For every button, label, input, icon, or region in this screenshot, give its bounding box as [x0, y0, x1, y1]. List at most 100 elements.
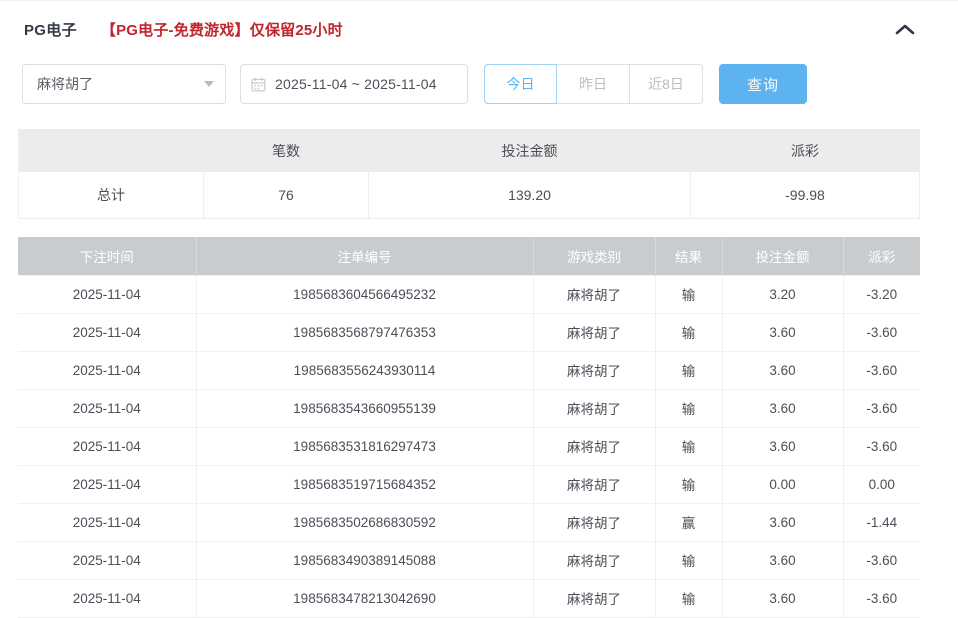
cell-bet-result: 赢 [655, 503, 723, 542]
cell-order-no: 1985683604566495232 [196, 274, 534, 314]
cell-payout-amount: -3.60 [843, 541, 920, 580]
table-row: 2025-11-04 1985683519715684352 麻将胡了输 0.00 0.… [18, 465, 920, 504]
cell-bet-result: 输 [655, 465, 723, 504]
cell-bet-result: 输 [655, 313, 723, 352]
detail-body: 2025-11-04 1985683604566495232 麻将胡了输 3.20 -3… [18, 274, 920, 618]
cell-bet-amount: 3.60 [722, 427, 844, 466]
cell-bet-result: 输 [655, 274, 723, 314]
column-header-bet: 投注金额 [722, 237, 844, 275]
cell-bet-amount: 3.60 [722, 389, 844, 428]
summary-total-label: 总计 [18, 171, 204, 219]
cell-game-category: 麻将胡了 [533, 579, 656, 618]
cell-bet-time: 2025-11-04 [18, 313, 197, 352]
cell-game-category: 麻将胡了 [533, 389, 656, 428]
panel-header: PG电子 【PG电子-免费游戏】仅保留25小时 [0, 1, 958, 57]
column-header-order-no: 注单编号 [196, 237, 534, 275]
summary-header-payout: 派彩 [690, 129, 920, 172]
cell-bet-result: 输 [655, 389, 723, 428]
cell-bet-result: 输 [655, 541, 723, 580]
summary-total-bet: 139.20 [368, 171, 691, 219]
summary-total-row: 总计 76 139.20 -99.98 [18, 171, 920, 219]
chevron-up-icon[interactable] [892, 16, 918, 42]
summary-total-count: 76 [203, 171, 369, 219]
cell-game-category: 麻将胡了 [533, 351, 656, 390]
date-range-value: 2025-11-04 ~ 2025-11-04 [275, 76, 437, 92]
cell-game-category: 麻将胡了 [533, 541, 656, 580]
cell-bet-amount: 3.20 [722, 274, 844, 314]
date-preset-group: 今日 昨日 近8日 [484, 64, 703, 104]
cell-order-no: 1985683568797476353 [196, 313, 534, 352]
cell-payout-amount: -3.60 [843, 579, 920, 618]
cell-bet-result: 输 [655, 351, 723, 390]
cell-bet-time: 2025-11-04 [18, 274, 197, 314]
cell-payout-amount: 0.00 [843, 465, 920, 504]
column-header-result: 结果 [655, 237, 723, 275]
game-select[interactable]: 麻将胡了 [22, 64, 226, 104]
column-header-time: 下注时间 [18, 237, 197, 275]
cell-bet-time: 2025-11-04 [18, 351, 197, 390]
cell-bet-amount: 3.60 [722, 503, 844, 542]
cell-bet-amount: 0.00 [722, 465, 844, 504]
table-row: 2025-11-04 1985683502686830592 麻将胡了赢 3.60 -1… [18, 503, 920, 542]
cell-bet-result: 输 [655, 579, 723, 618]
cell-payout-amount: -3.60 [843, 313, 920, 352]
summary-header-blank [18, 129, 204, 172]
cell-game-category: 麻将胡了 [533, 313, 656, 352]
bet-records-table: 下注时间 注单编号 游戏类别 结果 投注金额 派彩 2025-11-04 1985… [18, 237, 920, 618]
table-row: 2025-11-04 1985683543660955139 麻将胡了输 3.60 -3… [18, 389, 920, 428]
table-row: 2025-11-04 1985683531816297473 麻将胡了输 3.60 -3… [18, 427, 920, 466]
preset-last8days[interactable]: 近8日 [630, 64, 703, 104]
cell-game-category: 麻将胡了 [533, 274, 656, 314]
column-header-payout: 派彩 [843, 237, 920, 275]
cell-order-no: 1985683543660955139 [196, 389, 534, 428]
summary-header-row: 笔数 投注金额 派彩 [18, 129, 920, 172]
cell-order-no: 1985683502686830592 [196, 503, 534, 542]
calendar-icon [251, 76, 266, 92]
cell-payout-amount: -3.60 [843, 351, 920, 390]
date-range-input[interactable]: 2025-11-04 ~ 2025-11-04 [240, 64, 468, 104]
table-row: 2025-11-04 1985683478213042690 麻将胡了输 3.60 -3… [18, 579, 920, 618]
preset-today[interactable]: 今日 [484, 64, 557, 104]
cell-bet-time: 2025-11-04 [18, 389, 197, 428]
table-row: 2025-11-04 1985683604566495232 麻将胡了输 3.20 -3… [18, 274, 920, 314]
cell-order-no: 1985683490389145088 [196, 541, 534, 580]
cell-payout-amount: -1.44 [843, 503, 920, 542]
summary-table: 笔数 投注金额 派彩 总计 76 139.20 -99.98 [18, 129, 920, 219]
cell-order-no: 1985683478213042690 [196, 579, 534, 618]
table-row: 2025-11-04 1985683556243930114 麻将胡了输 3.60 -3… [18, 351, 920, 390]
column-header-game: 游戏类别 [533, 237, 656, 275]
detail-header-row: 下注时间 注单编号 游戏类别 结果 投注金额 派彩 [18, 237, 920, 275]
cell-game-category: 麻将胡了 [533, 503, 656, 542]
promo-notice: 【PG电子-免费游戏】仅保留25小时 [100, 21, 343, 39]
cell-order-no: 1985683519715684352 [196, 465, 534, 504]
cell-bet-amount: 3.60 [722, 579, 844, 618]
summary-header-bet: 投注金额 [368, 129, 691, 172]
filter-bar: 麻将胡了 2025-11-04 ~ 2025-11-04 [0, 57, 958, 111]
cell-bet-result: 输 [655, 427, 723, 466]
cell-order-no: 1985683531816297473 [196, 427, 534, 466]
cell-bet-time: 2025-11-04 [18, 427, 197, 466]
table-row: 2025-11-04 1985683568797476353 麻将胡了输 3.60 -3… [18, 313, 920, 352]
cell-bet-amount: 3.60 [722, 541, 844, 580]
cell-bet-time: 2025-11-04 [18, 579, 197, 618]
cell-payout-amount: -3.20 [843, 274, 920, 314]
cell-bet-time: 2025-11-04 [18, 465, 197, 504]
cell-payout-amount: -3.60 [843, 427, 920, 466]
cell-payout-amount: -3.60 [843, 389, 920, 428]
cell-bet-time: 2025-11-04 [18, 503, 197, 542]
summary-total-payout: -99.98 [690, 171, 920, 219]
cell-bet-amount: 3.60 [722, 313, 844, 352]
cell-game-category: 麻将胡了 [533, 465, 656, 504]
cell-bet-time: 2025-11-04 [18, 541, 197, 580]
preset-yesterday[interactable]: 昨日 [557, 64, 630, 104]
cell-order-no: 1985683556243930114 [196, 351, 534, 390]
query-button[interactable]: 查询 [719, 64, 807, 104]
chevron-down-icon [204, 81, 214, 87]
cell-bet-amount: 3.60 [722, 351, 844, 390]
game-select-value: 麻将胡了 [37, 76, 93, 92]
table-row: 2025-11-04 1985683490389145088 麻将胡了输 3.60 -3… [18, 541, 920, 580]
summary-header-count: 笔数 [203, 129, 369, 172]
cell-game-category: 麻将胡了 [533, 427, 656, 466]
brand-title: PG电子 [24, 21, 77, 39]
